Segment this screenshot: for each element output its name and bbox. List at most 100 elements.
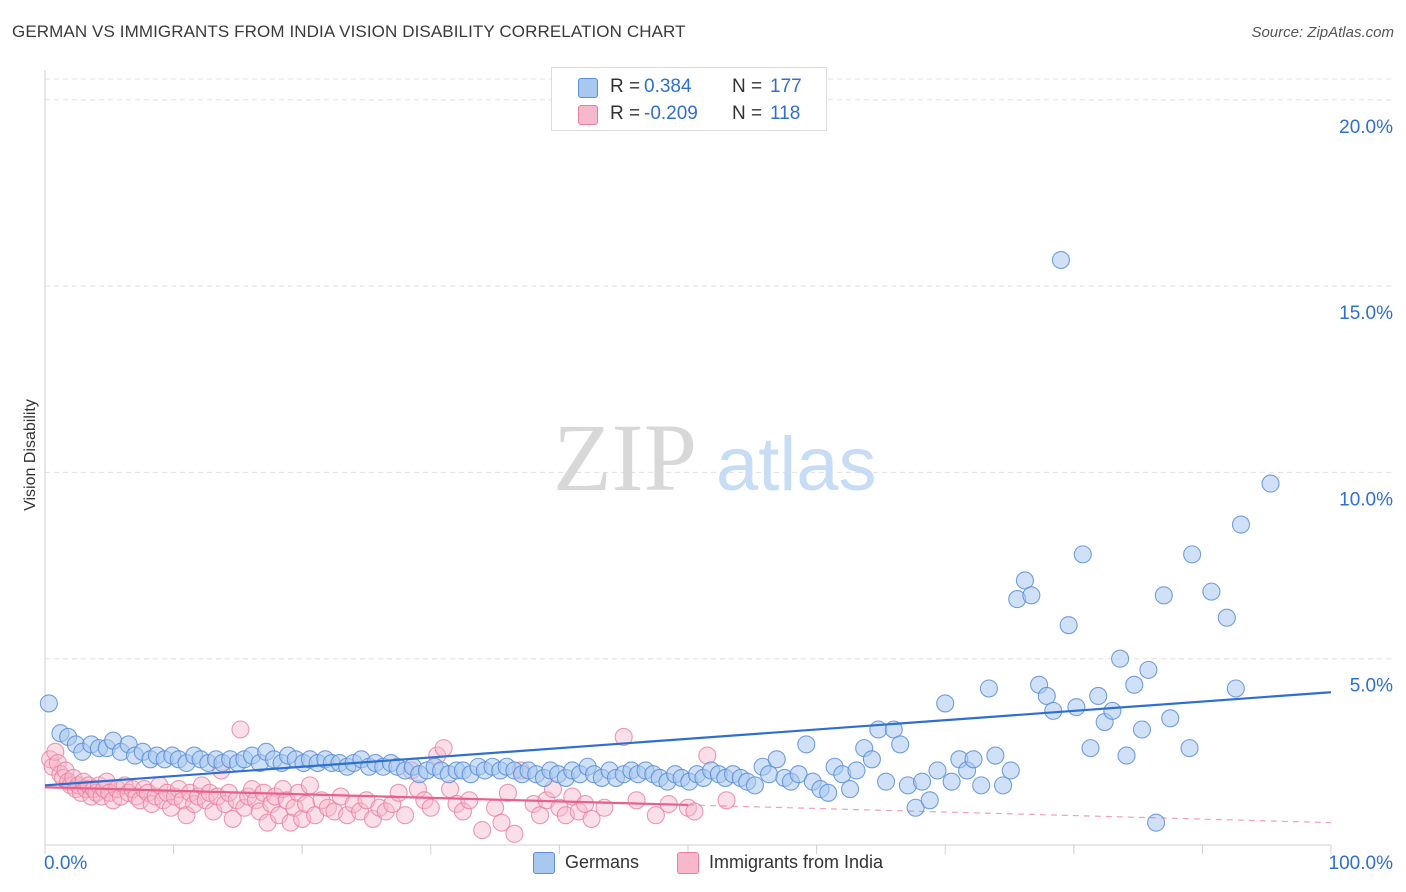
legend-r-value: 0.384 (644, 76, 692, 97)
germans-point (789, 765, 808, 784)
india-point (266, 787, 285, 806)
germans-point (1231, 515, 1251, 534)
legend-swatch-india (578, 105, 598, 125)
germans-point (840, 780, 860, 799)
germans-point (928, 761, 947, 780)
germans-point (745, 776, 764, 795)
india-point (246, 791, 265, 810)
india-point (582, 809, 601, 828)
india-point (415, 791, 434, 810)
germans-point (1001, 761, 1020, 780)
india-point (460, 791, 479, 810)
india-point (453, 802, 473, 821)
source-credit: Source: ZipAtlas.com (1251, 24, 1394, 41)
india-point (131, 791, 150, 810)
germans-point (876, 772, 896, 791)
watermark-zip: ZIP (553, 404, 697, 511)
germans-point (913, 772, 932, 791)
germans-point (986, 746, 1005, 765)
india-trend-line-extension (687, 804, 1332, 824)
germans-point (1081, 739, 1100, 758)
trend-layer (44, 691, 1332, 824)
axis-layer: 5.0% 10.0% 15.0% 20.0% 0.0% 100.0% (44, 70, 1393, 874)
india-point (223, 809, 242, 828)
india-point (492, 813, 511, 832)
germans-point (936, 694, 955, 713)
india-point (300, 776, 319, 795)
germans-point (1139, 660, 1158, 679)
y-tick-label: 15.0% (1339, 303, 1393, 324)
germans-point (767, 750, 786, 769)
germans-point (862, 750, 881, 769)
germans-point (1117, 746, 1136, 765)
india-point (576, 794, 595, 814)
germans-point (1089, 686, 1108, 706)
germans-point (1132, 720, 1152, 739)
india-point (281, 813, 300, 832)
bottom-legend-label-india: Immigrants from India (709, 852, 884, 872)
germans-point (1202, 582, 1221, 601)
germans-point (1111, 649, 1130, 668)
germans-point (1217, 608, 1236, 627)
india-point (169, 780, 188, 799)
legend-r-label: R = (610, 103, 641, 124)
germans-point (1067, 698, 1086, 717)
germans-point (964, 750, 983, 769)
bottom-legend-swatch-india (677, 852, 699, 875)
india-points-layer (41, 720, 736, 843)
germans-point (906, 798, 925, 817)
watermark: ZIP atlas (553, 404, 877, 511)
india-point (550, 798, 569, 817)
chart-title: GERMAN VS IMMIGRANTS FROM INDIA VISION D… (12, 22, 686, 41)
germans-point (1059, 616, 1078, 635)
germans-point (1037, 686, 1056, 706)
india-point (215, 794, 235, 814)
watermark-atlas: atlas (716, 422, 877, 507)
germans-point (994, 776, 1013, 795)
legend-n-value: 177 (770, 76, 802, 97)
grid-layer (45, 78, 1392, 660)
india-point (192, 776, 211, 795)
legend-r-label: R = (610, 76, 641, 97)
india-point (396, 806, 415, 825)
germans-point (1073, 545, 1092, 564)
germans-point (1154, 586, 1173, 605)
india-point (498, 783, 518, 802)
bottom-legend-india: Immigrants from India (677, 852, 883, 878)
india-point (505, 824, 524, 843)
germans-point (942, 772, 961, 791)
india-point (685, 802, 704, 821)
germans-points-layer (39, 250, 1280, 832)
germans-point (1022, 586, 1041, 605)
india-point (46, 742, 65, 761)
india-point (434, 739, 453, 758)
legend-swatch-germans (578, 78, 598, 98)
india-point (717, 791, 736, 810)
x-tick-label-max: 100.0% (1329, 853, 1394, 874)
germans-point (1183, 545, 1202, 564)
legend-n-label: N = (732, 103, 763, 124)
germans-point (920, 791, 939, 810)
germans-point (979, 679, 998, 698)
germans-trend-line (44, 691, 1332, 787)
correlation-legend: R = 0.384 N = 177 R = -0.209 N = 118 (551, 67, 827, 131)
legend-r-value: -0.209 (644, 103, 698, 124)
india-trend-line (44, 786, 689, 807)
germans-point (972, 776, 991, 795)
india-point (231, 720, 250, 739)
india-point (376, 802, 395, 821)
y-tick-label: 20.0% (1339, 117, 1393, 138)
germans-point (1261, 474, 1280, 493)
y-tick-label: 10.0% (1339, 489, 1393, 510)
legend-n-label: N = (732, 76, 763, 97)
bottom-legend-germans: Germans (533, 852, 639, 878)
germans-point (1125, 675, 1144, 694)
germans-point (759, 765, 779, 784)
india-point (627, 791, 646, 810)
germans-point (39, 694, 58, 713)
bottom-legend-swatch-germans (533, 852, 555, 875)
x-tick-label-min: 0.0% (44, 853, 87, 874)
legend-n-value: 118 (770, 103, 801, 124)
legend-row-india: R = -0.209 N = 118 (552, 102, 826, 128)
